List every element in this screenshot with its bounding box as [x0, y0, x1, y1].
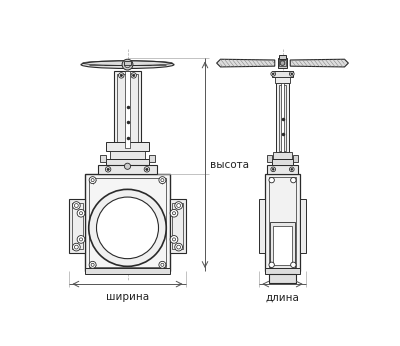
Bar: [110, 151, 144, 158]
Bar: [125, 71, 130, 148]
Bar: [124, 61, 130, 65]
Circle shape: [291, 262, 296, 267]
Circle shape: [272, 73, 274, 75]
Bar: [272, 158, 293, 165]
Circle shape: [132, 74, 135, 76]
Bar: [89, 178, 166, 267]
Circle shape: [290, 72, 294, 76]
Bar: [272, 71, 293, 77]
Bar: [106, 142, 149, 151]
Bar: [279, 85, 286, 151]
Circle shape: [77, 209, 85, 217]
Bar: [281, 83, 284, 152]
Circle shape: [106, 167, 111, 172]
Bar: [170, 199, 186, 253]
Circle shape: [170, 236, 178, 243]
Bar: [98, 165, 157, 174]
Circle shape: [122, 59, 133, 70]
Circle shape: [72, 202, 80, 209]
Bar: [275, 77, 290, 83]
Circle shape: [118, 73, 124, 78]
Circle shape: [107, 168, 109, 171]
Bar: [293, 155, 298, 162]
Ellipse shape: [81, 61, 174, 69]
Circle shape: [89, 177, 96, 184]
Circle shape: [280, 61, 285, 65]
Bar: [149, 155, 155, 162]
Bar: [259, 199, 266, 253]
Bar: [273, 226, 292, 265]
Circle shape: [124, 163, 130, 169]
Circle shape: [96, 197, 158, 259]
Bar: [267, 165, 298, 174]
Circle shape: [77, 236, 85, 243]
Bar: [273, 152, 292, 158]
Bar: [85, 268, 170, 274]
Bar: [69, 199, 85, 253]
Bar: [278, 58, 287, 68]
Circle shape: [170, 209, 178, 217]
Polygon shape: [290, 59, 348, 67]
Text: длина: длина: [266, 292, 300, 302]
Polygon shape: [217, 59, 275, 67]
Circle shape: [89, 261, 96, 268]
Circle shape: [271, 72, 276, 76]
Circle shape: [131, 73, 136, 78]
Bar: [114, 71, 142, 148]
Bar: [268, 177, 296, 268]
Circle shape: [271, 167, 276, 172]
Circle shape: [290, 167, 294, 172]
Circle shape: [291, 177, 296, 183]
Circle shape: [89, 189, 166, 266]
Bar: [267, 155, 272, 162]
Circle shape: [120, 74, 122, 76]
Circle shape: [159, 177, 166, 184]
Circle shape: [175, 202, 182, 209]
Circle shape: [144, 167, 150, 172]
Bar: [268, 274, 296, 283]
Circle shape: [269, 262, 274, 267]
Circle shape: [291, 73, 293, 75]
Bar: [276, 83, 289, 152]
Bar: [106, 158, 149, 165]
Bar: [279, 60, 286, 66]
Circle shape: [159, 261, 166, 268]
Bar: [172, 203, 183, 249]
Bar: [266, 174, 300, 271]
Circle shape: [291, 169, 293, 170]
Bar: [300, 199, 306, 253]
Bar: [72, 203, 82, 249]
Bar: [270, 222, 295, 269]
Circle shape: [72, 243, 80, 251]
Bar: [100, 155, 106, 162]
Bar: [279, 55, 286, 59]
Circle shape: [175, 243, 182, 251]
Bar: [85, 174, 170, 271]
Circle shape: [146, 168, 148, 171]
Text: ширина: ширина: [106, 292, 149, 302]
Bar: [266, 268, 300, 274]
Text: высота: высота: [210, 160, 250, 170]
Bar: [118, 74, 138, 145]
Circle shape: [269, 177, 274, 183]
Circle shape: [272, 169, 274, 170]
